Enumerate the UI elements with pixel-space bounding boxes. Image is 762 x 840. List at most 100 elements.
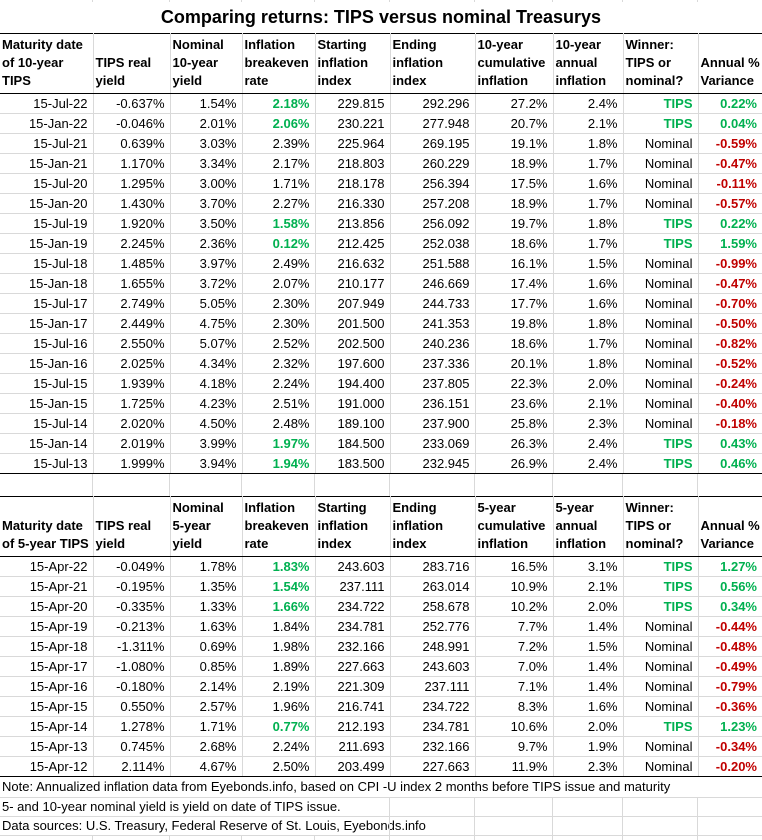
cell-inflation-breakeven: 1.71% bbox=[242, 173, 316, 194]
cell-inflation-breakeven: 1.66% bbox=[242, 596, 316, 617]
cell-inflation-breakeven: 2.51% bbox=[242, 393, 316, 414]
cell-cumulative-inflation: 11.9% bbox=[475, 756, 554, 777]
cell-ending-index: 237.900 bbox=[390, 413, 476, 434]
cell-ending-index: 244.733 bbox=[390, 293, 476, 314]
cell-winner: TIPS bbox=[623, 233, 699, 254]
cell-cumulative-inflation: 7.0% bbox=[475, 656, 554, 677]
cell-ending-index: 258.678 bbox=[390, 596, 476, 617]
cell-winner: Nominal bbox=[623, 313, 699, 334]
cell-annual-inflation: 2.4% bbox=[553, 93, 624, 114]
table-row: 15-Apr-17 -1.080% 0.85% 1.89% 227.663 243.603… bbox=[0, 656, 762, 677]
cell-ending-index: 234.781 bbox=[390, 716, 476, 737]
gridline-vertical bbox=[314, 836, 315, 840]
cell-annual-inflation: 2.0% bbox=[553, 596, 624, 617]
cell-winner: Nominal bbox=[623, 373, 699, 394]
gridline-vertical bbox=[697, 798, 698, 816]
cell-nominal-yield: 3.03% bbox=[170, 133, 243, 154]
col-header-starting-index: Starting inflation index bbox=[315, 33, 391, 94]
cell-cumulative-inflation: 10.9% bbox=[475, 576, 554, 597]
col-header-annual-variance: Annual % Variance bbox=[698, 496, 762, 557]
cell-winner: Nominal bbox=[623, 353, 699, 374]
cell-inflation-breakeven: 2.07% bbox=[242, 273, 316, 294]
cell-tips-real-yield: 0.550% bbox=[93, 696, 171, 717]
cell-starting-index: 229.815 bbox=[315, 93, 391, 114]
cell-starting-index: 218.178 bbox=[315, 173, 391, 194]
cell-tips-real-yield: 1.920% bbox=[93, 213, 171, 234]
cell-starting-index: 234.781 bbox=[315, 616, 391, 637]
table-row: 15-Apr-19 -0.213% 1.63% 1.84% 234.781 252.776… bbox=[0, 616, 762, 637]
col-header-starting-index: Starting inflation index bbox=[315, 496, 391, 557]
cell-winner: Nominal bbox=[623, 273, 699, 294]
cell-ending-index: 227.663 bbox=[390, 756, 476, 777]
cell-annual-variance: 0.22% bbox=[698, 213, 762, 234]
cell-maturity-date: 15-Jan-17 bbox=[0, 313, 94, 334]
cell-starting-index: 232.166 bbox=[315, 636, 391, 657]
cell-ending-index: 252.776 bbox=[390, 616, 476, 637]
cell-nominal-yield: 3.97% bbox=[170, 253, 243, 274]
cell-ending-index: 241.353 bbox=[390, 313, 476, 334]
cell-annual-variance: 0.46% bbox=[698, 453, 762, 474]
cell-ending-index: 283.716 bbox=[390, 556, 476, 577]
cell-inflation-breakeven: 1.98% bbox=[242, 636, 316, 657]
cell-starting-index: 227.663 bbox=[315, 656, 391, 677]
col-header-inflation-breakeven: Inflation breakeven rate bbox=[242, 33, 316, 94]
cell-maturity-date: 15-Apr-18 bbox=[0, 636, 94, 657]
col-header-annual-inflation: 5-year annual inflation bbox=[553, 496, 624, 557]
cell-cumulative-inflation: 16.1% bbox=[475, 253, 554, 274]
table-row: 15-Jul-19 1.920% 3.50% 1.58% 213.856 256.092 1… bbox=[0, 213, 762, 234]
cell-tips-real-yield: -1.311% bbox=[93, 636, 171, 657]
cell-annual-variance: -0.48% bbox=[698, 636, 762, 657]
cell-cumulative-inflation: 18.6% bbox=[475, 333, 554, 354]
note-text: Data sources: U.S. Treasury, Federal Res… bbox=[2, 818, 426, 833]
cell-annual-inflation: 2.4% bbox=[553, 453, 624, 474]
cell-maturity-date: 15-Jul-22 bbox=[0, 93, 94, 114]
cell-annual-variance: -0.44% bbox=[698, 616, 762, 637]
cell-ending-index: 292.296 bbox=[390, 93, 476, 114]
cell-tips-real-yield: 2.020% bbox=[93, 413, 171, 434]
cell-annual-variance: -0.34% bbox=[698, 736, 762, 757]
cell-winner: Nominal bbox=[623, 393, 699, 414]
cell-tips-real-yield: 2.025% bbox=[93, 353, 171, 374]
cell-nominal-yield: 5.05% bbox=[170, 293, 243, 314]
cell-maturity-date: 15-Jan-18 bbox=[0, 273, 94, 294]
header-row: Maturity date of 5-year TIPS TIPS real yi… bbox=[0, 496, 762, 557]
cell-nominal-yield: 3.72% bbox=[170, 273, 243, 294]
cell-annual-variance: -0.47% bbox=[698, 153, 762, 174]
cell-nominal-yield: 1.54% bbox=[170, 93, 243, 114]
cell-maturity-date: 15-Jan-20 bbox=[0, 193, 94, 214]
cell-inflation-breakeven: 0.77% bbox=[242, 716, 316, 737]
cell-annual-inflation: 1.7% bbox=[553, 333, 624, 354]
cell-annual-variance: -0.11% bbox=[698, 173, 762, 194]
cell-nominal-yield: 4.34% bbox=[170, 353, 243, 374]
cell-winner: TIPS bbox=[623, 113, 699, 134]
gridline-vertical bbox=[552, 474, 553, 496]
cell-starting-index: 212.425 bbox=[315, 233, 391, 254]
col-header-annual-inflation: 10-year annual inflation bbox=[553, 33, 624, 94]
table-row: 15-Jul-22 -0.637% 1.54% 2.18% 229.815 292.296… bbox=[0, 93, 762, 114]
cell-maturity-date: 15-Apr-20 bbox=[0, 596, 94, 617]
col-header-nominal-yield: Nominal 10-year yield bbox=[170, 33, 243, 94]
gridline-vertical bbox=[241, 0, 242, 2]
cell-maturity-date: 15-Apr-19 bbox=[0, 616, 94, 637]
gridline-vertical bbox=[241, 836, 242, 840]
table-row: 15-Apr-22 -0.049% 1.78% 1.83% 243.603 283.716… bbox=[0, 556, 762, 577]
col-header-nominal-yield: Nominal 5-year yield bbox=[170, 496, 243, 557]
cell-tips-real-yield: 2.245% bbox=[93, 233, 171, 254]
gridline-vertical bbox=[622, 798, 623, 816]
cell-inflation-breakeven: 0.12% bbox=[242, 233, 316, 254]
cell-cumulative-inflation: 19.7% bbox=[475, 213, 554, 234]
table-row: 15-Jan-22 -0.046% 2.01% 2.06% 230.221 277.948… bbox=[0, 113, 762, 134]
cell-winner: Nominal bbox=[623, 253, 699, 274]
gridline-vertical bbox=[552, 0, 553, 2]
cell-inflation-breakeven: 1.96% bbox=[242, 696, 316, 717]
cell-tips-real-yield: -0.180% bbox=[93, 676, 171, 697]
cell-maturity-date: 15-Apr-21 bbox=[0, 576, 94, 597]
cell-maturity-date: 15-Jul-19 bbox=[0, 213, 94, 234]
cell-maturity-date: 15-Jan-22 bbox=[0, 113, 94, 134]
cell-maturity-date: 15-Jan-16 bbox=[0, 353, 94, 374]
cell-cumulative-inflation: 18.9% bbox=[475, 153, 554, 174]
cell-annual-inflation: 3.1% bbox=[553, 556, 624, 577]
cell-inflation-breakeven: 2.50% bbox=[242, 756, 316, 777]
gridline-vertical bbox=[552, 836, 553, 840]
cell-nominal-yield: 2.14% bbox=[170, 676, 243, 697]
